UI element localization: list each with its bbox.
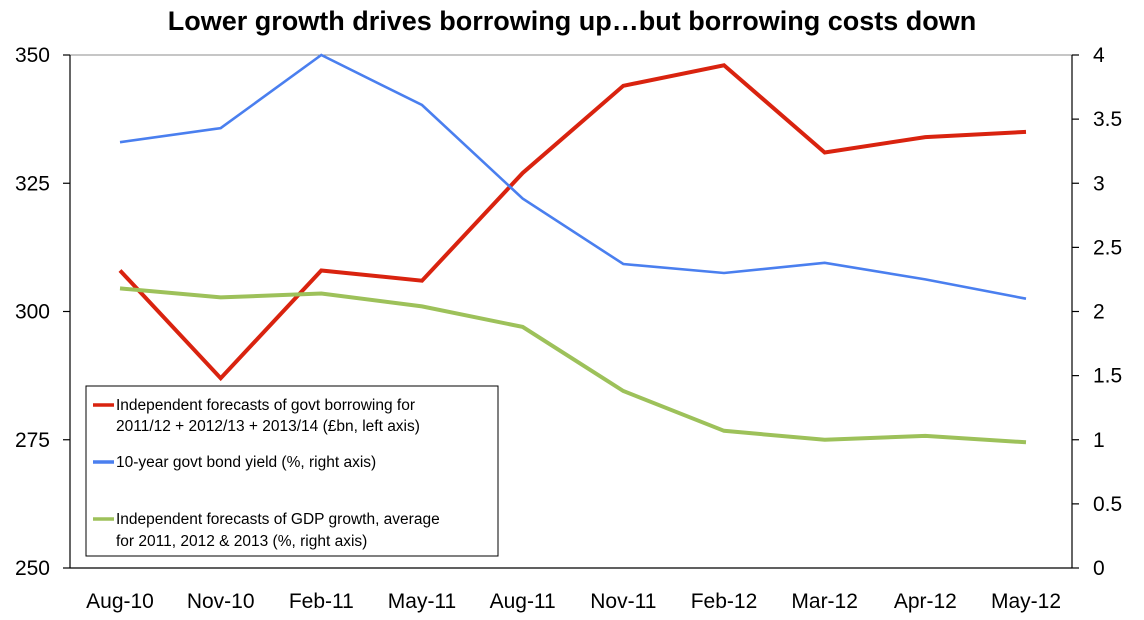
left-tick-label: 350: [15, 44, 50, 67]
left-tick-label: 300: [15, 301, 50, 324]
x-tick-label: Apr-12: [894, 590, 957, 613]
legend: Independent forecasts of govt borrowing …: [85, 385, 499, 557]
series-line-2: [119, 53, 1027, 300]
x-tick-label: Nov-11: [590, 590, 656, 613]
series-layer: [118, 53, 1027, 445]
right-tick-label: 0.5: [1093, 493, 1122, 516]
left-tick-label: 250: [15, 557, 50, 580]
right-tick-label: 2: [1093, 301, 1105, 324]
x-tick-label: Feb-11: [289, 590, 354, 613]
x-tick-label: May-12: [991, 590, 1061, 613]
right-tick-label: 3.5: [1093, 108, 1122, 131]
chart-title: Lower growth drives borrowing up…but bor…: [168, 6, 976, 36]
x-tick-label: May-11: [388, 590, 456, 613]
axes: 250 275 300 325 350 0 0.5 1 1.5 2 2.5 3 3.5 4 Aug-10 No…: [15, 44, 1122, 613]
x-tick-label: Feb-12: [691, 590, 758, 613]
series-line-3: [119, 286, 1027, 445]
legend-box: [85, 385, 499, 557]
legend-label: 2011/12 + 2012/13 + 2013/14 (£bn, left a…: [116, 418, 420, 435]
legend-label: Independent forecasts of GDP growth, ave…: [116, 511, 440, 528]
series-line-1: [118, 63, 1027, 382]
right-tick-label: 3: [1093, 172, 1105, 195]
right-tick-label: 1: [1093, 429, 1105, 452]
right-tick-label: 2.5: [1093, 236, 1122, 259]
right-tick-label: 0: [1093, 557, 1105, 580]
legend-label: Independent forecasts of govt borrowing …: [116, 397, 415, 414]
legend-label: for 2011, 2012 & 2013 (%, right axis): [116, 533, 367, 550]
x-tick-label: Aug-10: [86, 590, 154, 613]
x-tick-label: Aug-11: [490, 590, 556, 613]
right-tick-label: 4: [1093, 44, 1105, 67]
legend-label: 10-year govt bond yield (%, right axis): [116, 454, 376, 471]
x-tick-label: Mar-12: [791, 590, 858, 613]
left-tick-label: 275: [15, 429, 50, 452]
right-tick-label: 1.5: [1093, 365, 1122, 388]
x-tick-label: Nov-10: [187, 590, 255, 613]
left-tick-label: 325: [15, 172, 50, 195]
